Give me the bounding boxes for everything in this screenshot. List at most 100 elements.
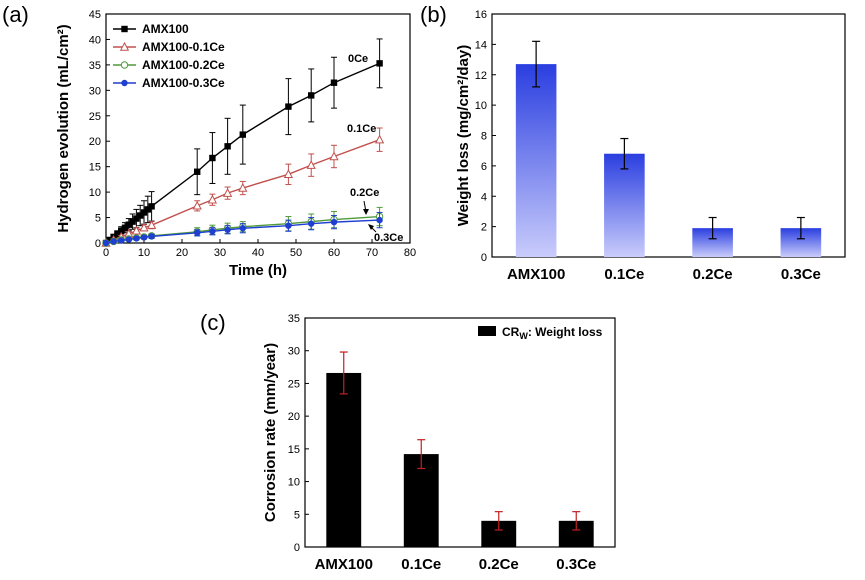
panel-c-ticks: 0 5 10 15 20 25 30 35 bbox=[288, 313, 309, 554]
data-point-dot bbox=[330, 218, 338, 226]
bar-0.1Ce bbox=[403, 454, 439, 547]
series-annotation: 0Ce bbox=[348, 53, 368, 65]
panel-b-y-axis-title: Weight loss (mg/cm²/day) bbox=[455, 45, 472, 226]
panel-c-y-tick-label: 10 bbox=[288, 477, 300, 489]
panel-c-y-tick-label: 30 bbox=[288, 346, 300, 358]
data-point-square bbox=[144, 206, 151, 213]
data-point-square bbox=[114, 230, 121, 238]
data-point-triangle bbox=[329, 151, 339, 161]
panel-b-y-tick-label: 12 bbox=[475, 70, 487, 82]
panel-a-x-tick-label: 50 bbox=[290, 247, 302, 259]
panel-c-legend-text: CRW: Weight loss bbox=[502, 325, 603, 341]
panel-a-y-tick-label: 20 bbox=[89, 136, 101, 148]
bar-0.1Ce bbox=[604, 153, 645, 257]
panel-a-y-tick-label: 45 bbox=[89, 9, 101, 21]
panel-c-corrosion-rate-chart: (c) 0 5 10 15 20 25 30 35 AMX100 0.1Ce 0.2Ce 0.3Ce… bbox=[200, 310, 616, 573]
panel-b-y-tick-label: 2 bbox=[481, 222, 487, 234]
legend-label: AMX100-0.3Ce bbox=[142, 76, 225, 90]
legend-label: AMX100 bbox=[142, 22, 189, 36]
panel-c-y-tick-label: 25 bbox=[288, 378, 300, 390]
data-point-dot bbox=[102, 239, 110, 247]
data-point-triangle bbox=[374, 134, 385, 144]
panel-b-category-label: 0.2Ce bbox=[693, 266, 733, 283]
panel-a-x-tick-label: 80 bbox=[404, 247, 416, 259]
series-AMX100-0.3Ce bbox=[102, 211, 383, 247]
annotation-arrowhead bbox=[368, 224, 374, 230]
panel-a-y-tick-label: 15 bbox=[89, 162, 101, 174]
panel-a-x-axis-title: Time (h) bbox=[229, 262, 287, 279]
panel-b-y-tick-label: 4 bbox=[481, 191, 487, 203]
panel-a-series: 0Ce 0.1Ce 0.2Ce 0.3Ce bbox=[101, 38, 403, 247]
panel-b-y-tick-label: 10 bbox=[475, 100, 487, 112]
data-point-dot bbox=[110, 238, 117, 245]
panel-a-x-tick-label: 0 bbox=[103, 247, 109, 259]
panel-b-y-tick-label: 14 bbox=[475, 39, 487, 51]
data-point-triangle bbox=[207, 194, 218, 204]
panel-b-label: (b) bbox=[420, 2, 447, 27]
panel-c-y-axis-title: Corrosion rate (mm/year) bbox=[262, 343, 279, 522]
panel-a-y-axis-title: Hydrogen evolution (mL/cm²) bbox=[55, 24, 72, 232]
panel-a-ticks: 0 10 20 30 40 50 60 70 80 0 5 10 15 20 25 30 35 40 45 bbox=[89, 9, 416, 259]
data-point-dot bbox=[209, 228, 216, 235]
series-AMX100 bbox=[102, 38, 383, 247]
data-point-dot bbox=[194, 229, 201, 237]
panel-c-category-label: 0.2Ce bbox=[479, 556, 519, 573]
panel-a-y-tick-label: 30 bbox=[89, 85, 101, 97]
data-point-square bbox=[285, 103, 292, 110]
panel-c-legend: CRW: Weight loss bbox=[478, 325, 603, 341]
panel-a-x-tick-label: 70 bbox=[366, 247, 378, 259]
panel-a-y-tick-label: 40 bbox=[89, 34, 101, 46]
data-point-triangle bbox=[146, 220, 157, 229]
data-point-square bbox=[106, 236, 113, 244]
data-point-square bbox=[137, 212, 144, 219]
panel-b-y-tick-label: 6 bbox=[481, 161, 487, 173]
panel-b-y-tick-label: 8 bbox=[481, 131, 487, 143]
panel-a-hydrogen-evolution-chart: (a) 0 10 20 30 40 50 60 70 80051015202530354045 … bbox=[2, 2, 416, 279]
bar-AMX100 bbox=[515, 64, 557, 258]
panel-a-label: (a) bbox=[2, 2, 29, 27]
data-point-square bbox=[224, 143, 231, 150]
panel-a-x-tick-label: 20 bbox=[176, 247, 188, 259]
panel-a-y-tick-label: 10 bbox=[89, 187, 101, 199]
panel-a-x-tick-label: 40 bbox=[252, 247, 264, 259]
panel-a-y-tick-label: 25 bbox=[89, 111, 101, 123]
data-point-triangle bbox=[306, 160, 316, 169]
panel-c-category-label: AMX100 bbox=[315, 556, 373, 573]
panel-c-plot-frame bbox=[304, 317, 616, 548]
panel-c-legend-swatch bbox=[478, 326, 496, 336]
data-point-square bbox=[118, 227, 125, 234]
series-annotation: 0.1Ce bbox=[347, 123, 376, 135]
panel-c-legend-main: CR bbox=[502, 325, 520, 339]
data-point-square bbox=[121, 224, 129, 231]
panel-c-legend-rest: : Weight loss bbox=[528, 325, 603, 339]
data-point-dot bbox=[239, 225, 246, 232]
data-point-square bbox=[209, 154, 216, 162]
panel-a-x-tick-label: 10 bbox=[138, 247, 150, 259]
panel-c-y-tick-label: 35 bbox=[288, 313, 300, 325]
data-point-square bbox=[194, 168, 201, 175]
data-point-square bbox=[129, 218, 136, 225]
data-point-square bbox=[308, 92, 315, 99]
panel-b-category-label: 0.3Ce bbox=[781, 266, 821, 283]
legend-label: AMX100-0.2Ce bbox=[142, 58, 225, 72]
panel-a-y-tick-label: 35 bbox=[89, 60, 101, 72]
data-point-triangle bbox=[283, 169, 294, 178]
data-point-triangle bbox=[139, 222, 149, 232]
panel-a-y-tick-label: 5 bbox=[95, 213, 101, 225]
panel-b-category-label: AMX100 bbox=[507, 266, 565, 283]
data-point-triangle bbox=[119, 41, 130, 51]
series-annotation: 0.2Ce bbox=[350, 187, 379, 199]
panel-c-legend-sub: W bbox=[519, 331, 528, 341]
panel-c-category-label: 0.3Ce bbox=[556, 556, 596, 573]
panel-b-ticks: 0 2 4 6 8 10 12 14 16 bbox=[475, 9, 496, 264]
data-point-dot bbox=[285, 222, 292, 229]
data-point-triangle bbox=[131, 225, 142, 235]
annotation-arrowhead bbox=[363, 209, 369, 215]
legend-label: AMX100-0.1Ce bbox=[142, 40, 225, 54]
panel-c-y-tick-label: 5 bbox=[294, 509, 300, 521]
panel-a-legend: AMX100 AMX100-0.1Ce AMX100-0.2Ce AMX100-0.3… bbox=[113, 22, 225, 90]
panel-b-y-tick-label: 0 bbox=[481, 252, 487, 264]
data-point-triangle bbox=[192, 200, 202, 210]
